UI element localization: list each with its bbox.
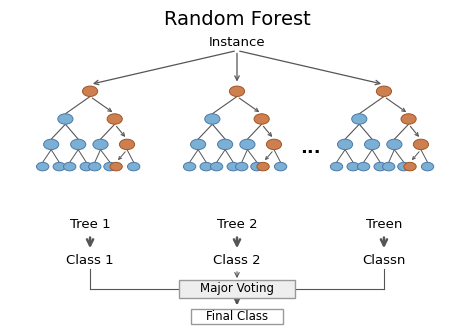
Circle shape <box>352 114 367 124</box>
Circle shape <box>89 162 101 171</box>
Text: Instance: Instance <box>209 36 265 49</box>
Circle shape <box>274 162 287 171</box>
Circle shape <box>383 162 395 171</box>
Circle shape <box>82 86 98 96</box>
Circle shape <box>110 162 122 171</box>
Circle shape <box>104 162 116 171</box>
Circle shape <box>254 114 269 124</box>
Circle shape <box>183 162 196 171</box>
Text: Treen: Treen <box>366 218 402 231</box>
Circle shape <box>107 114 122 124</box>
Text: Class 1: Class 1 <box>66 254 114 267</box>
Circle shape <box>240 139 255 150</box>
Circle shape <box>128 162 140 171</box>
Circle shape <box>218 139 233 150</box>
Circle shape <box>229 86 245 96</box>
Circle shape <box>347 162 359 171</box>
Circle shape <box>365 139 380 150</box>
Text: Class 2: Class 2 <box>213 254 261 267</box>
FancyBboxPatch shape <box>191 309 283 324</box>
Circle shape <box>227 162 239 171</box>
Circle shape <box>210 162 223 171</box>
Text: Tree 1: Tree 1 <box>70 218 110 231</box>
FancyBboxPatch shape <box>179 280 295 298</box>
Circle shape <box>44 139 59 150</box>
Circle shape <box>374 162 386 171</box>
Circle shape <box>71 139 86 150</box>
Circle shape <box>404 162 416 171</box>
Circle shape <box>266 139 282 150</box>
Text: Classn: Classn <box>362 254 406 267</box>
Circle shape <box>376 86 392 96</box>
Text: Major Voting: Major Voting <box>200 282 274 295</box>
Circle shape <box>401 114 416 124</box>
Text: Random Forest: Random Forest <box>164 10 310 29</box>
Circle shape <box>200 162 212 171</box>
Circle shape <box>251 162 263 171</box>
Circle shape <box>413 139 428 150</box>
Circle shape <box>191 139 206 150</box>
Circle shape <box>398 162 410 171</box>
Circle shape <box>36 162 49 171</box>
Circle shape <box>257 162 269 171</box>
Circle shape <box>421 162 434 171</box>
Circle shape <box>53 162 65 171</box>
Circle shape <box>357 162 370 171</box>
Circle shape <box>119 139 135 150</box>
Text: Tree 2: Tree 2 <box>217 218 257 231</box>
Circle shape <box>330 162 343 171</box>
Circle shape <box>387 139 402 150</box>
Circle shape <box>205 114 220 124</box>
Text: Final Class: Final Class <box>206 310 268 323</box>
Circle shape <box>64 162 76 171</box>
Circle shape <box>337 139 353 150</box>
Circle shape <box>93 139 108 150</box>
Text: ...: ... <box>300 139 321 157</box>
Circle shape <box>58 114 73 124</box>
Circle shape <box>80 162 92 171</box>
Circle shape <box>236 162 248 171</box>
